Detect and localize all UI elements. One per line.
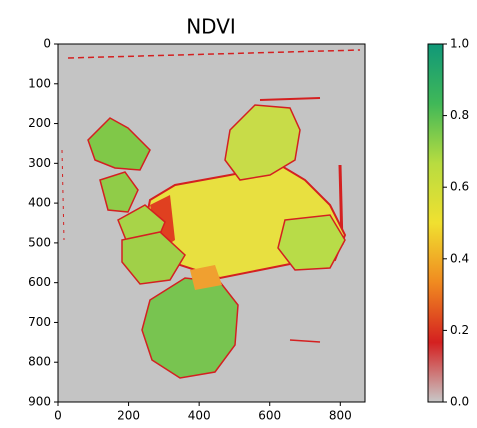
plot-frame — [57, 43, 366, 403]
leaf — [87, 117, 151, 171]
leaf — [277, 214, 346, 271]
y-tick-label: 700 — [28, 315, 51, 329]
leaf — [121, 231, 186, 285]
edge-streak — [289, 339, 321, 343]
edge-streak — [67, 49, 361, 59]
plant-stem — [190, 265, 222, 290]
colorbar-tick-label: 0.0 — [450, 395, 469, 409]
colorbar-tick-label: 1.0 — [450, 37, 469, 51]
colorbar — [427, 43, 444, 403]
y-tick-label: 900 — [28, 395, 51, 409]
y-tick-label: 300 — [28, 156, 51, 170]
y-tick-label: 200 — [28, 116, 51, 130]
x-tick-label: 0 — [54, 409, 62, 423]
y-tick-label: 600 — [28, 275, 51, 289]
leaf — [224, 104, 301, 181]
chart-title: NDVI — [186, 15, 236, 39]
edge-streak — [259, 97, 321, 101]
y-tick-label: 100 — [28, 76, 51, 90]
ndvi-image — [58, 44, 365, 402]
leaf — [99, 171, 139, 213]
colorbar-tick-label: 0.2 — [450, 323, 469, 337]
colorbar-tick-label: 0.8 — [450, 108, 469, 122]
y-tick-label: 500 — [28, 235, 51, 249]
y-tick-label: 0 — [43, 37, 51, 51]
colorbar-tick-label: 0.4 — [450, 251, 469, 265]
y-tick-label: 400 — [28, 196, 51, 210]
x-tick-label: 600 — [258, 409, 281, 423]
x-tick-label: 800 — [329, 409, 352, 423]
y-tick-label: 800 — [28, 355, 51, 369]
x-tick-label: 400 — [188, 409, 211, 423]
colorbar-tick-label: 0.6 — [450, 180, 469, 194]
x-tick-label: 200 — [117, 409, 140, 423]
